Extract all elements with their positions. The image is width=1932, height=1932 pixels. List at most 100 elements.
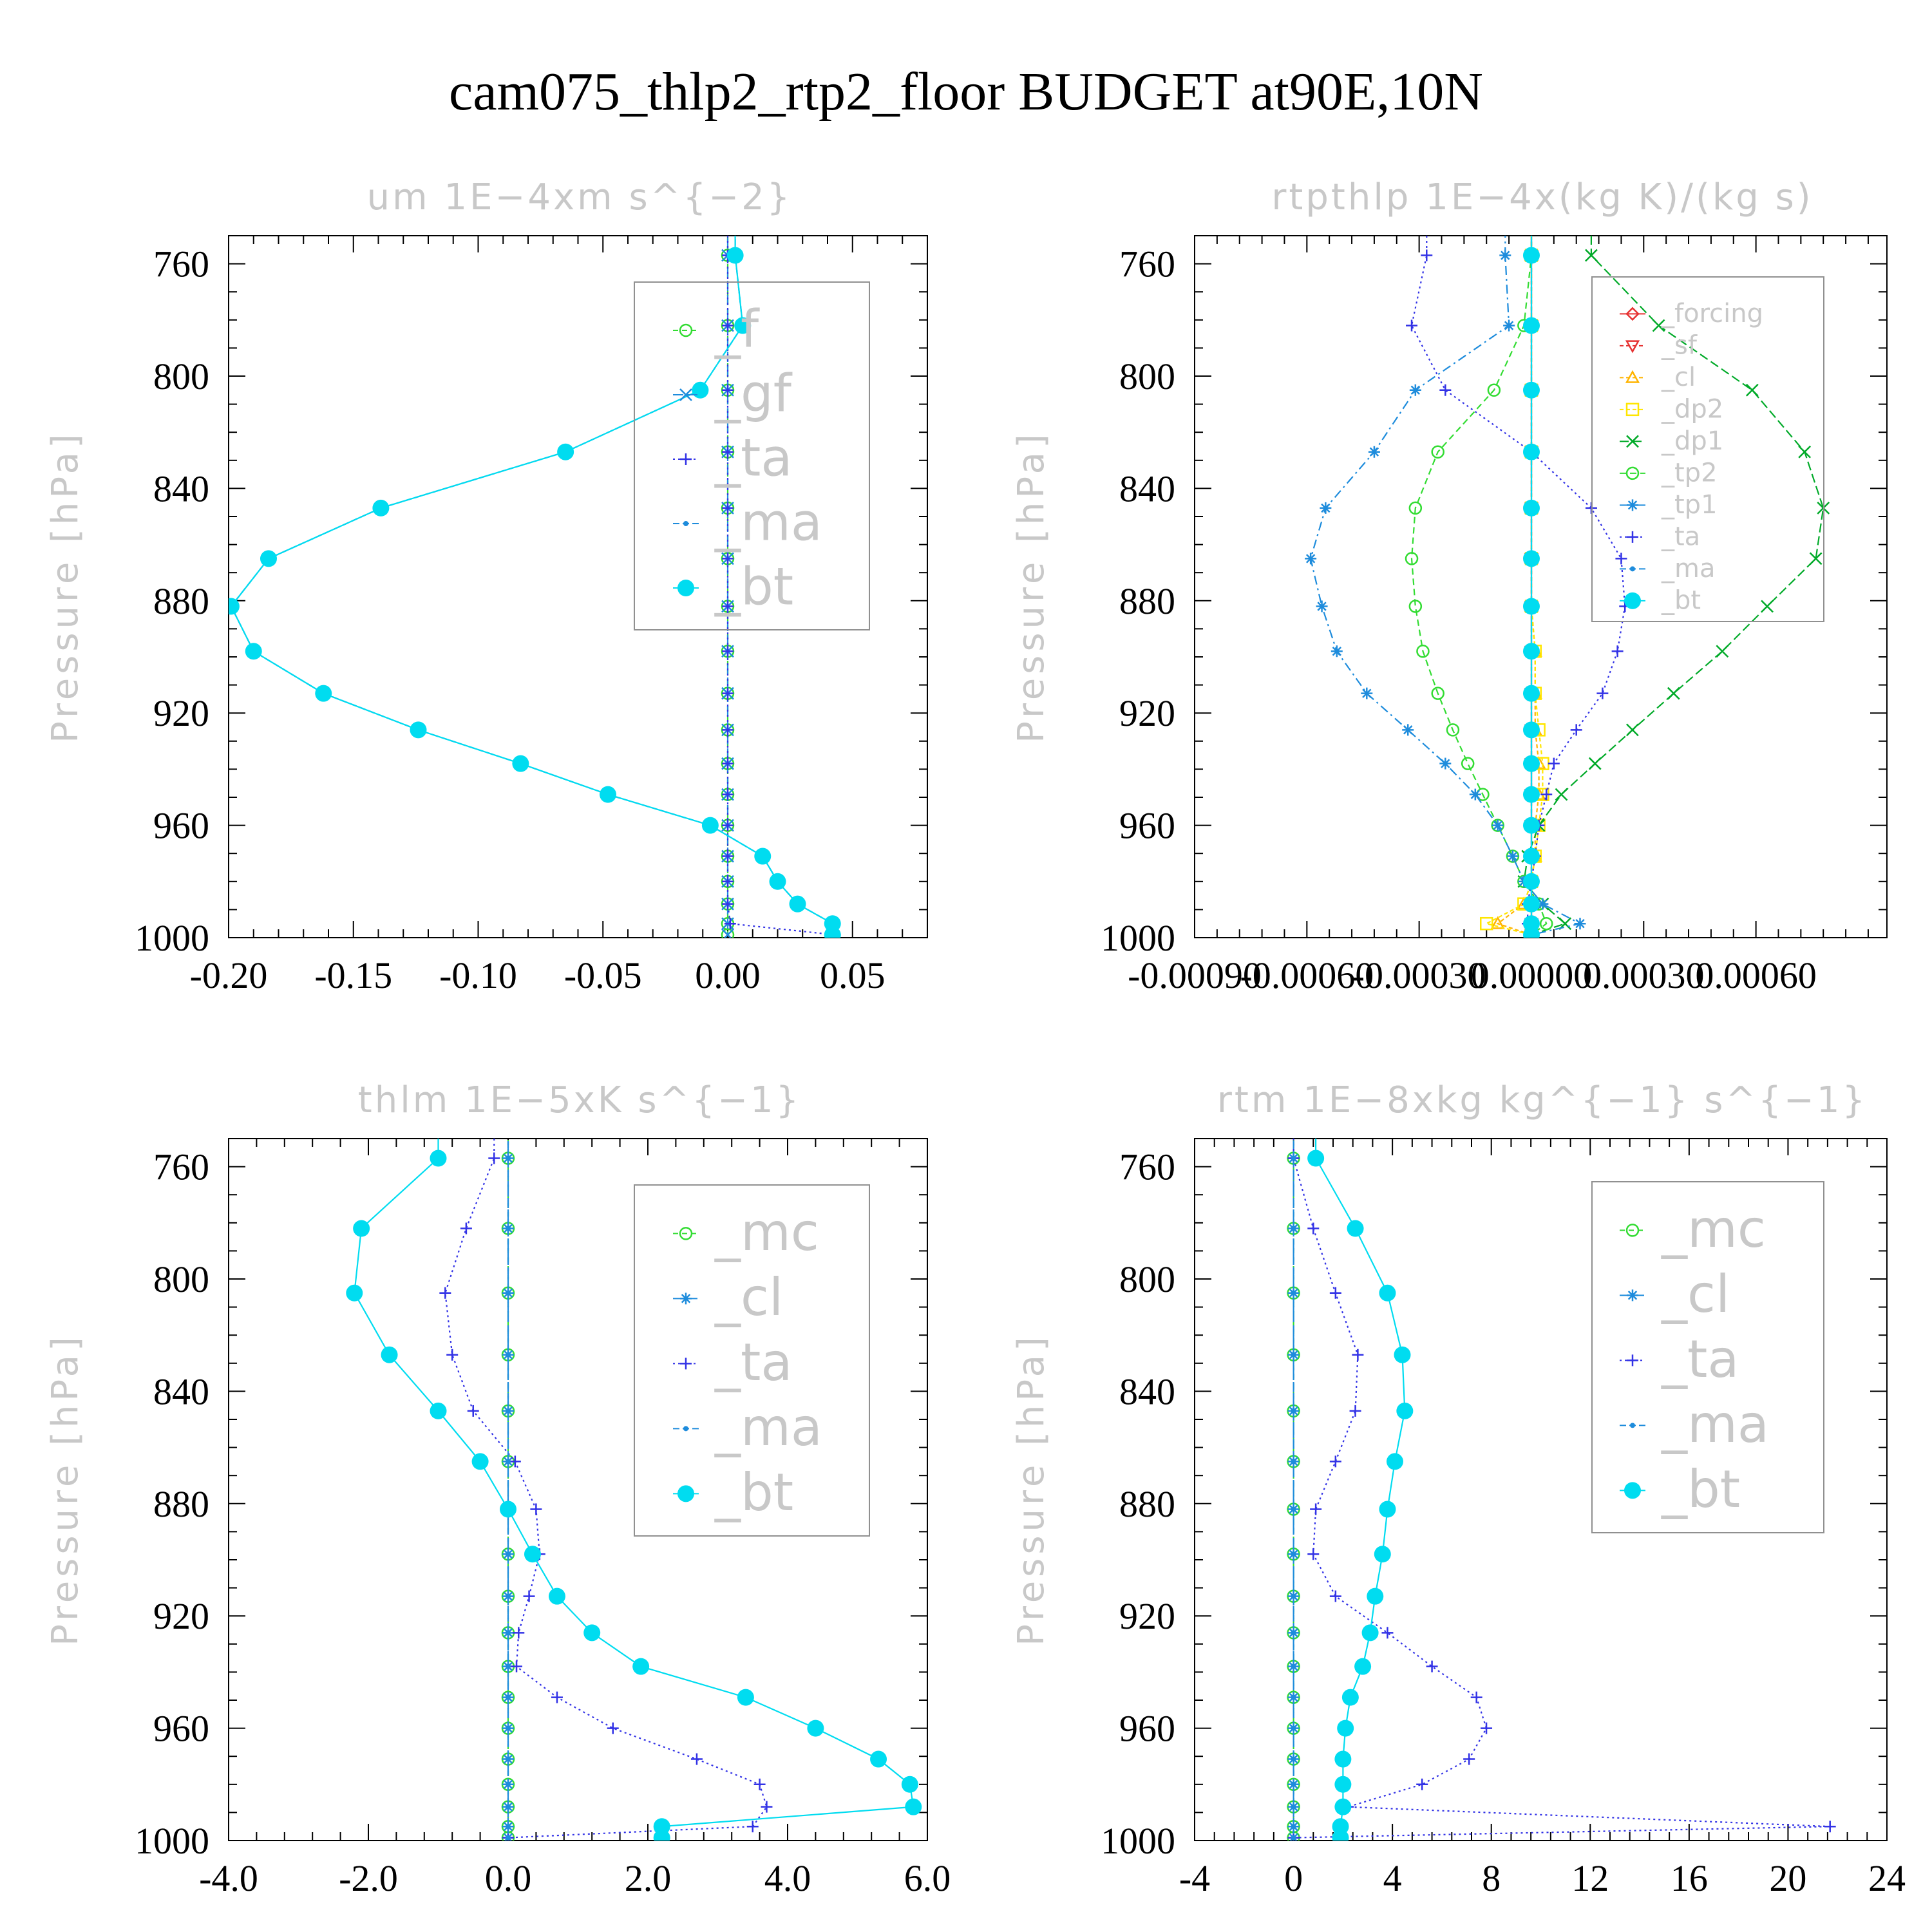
data-point	[1522, 895, 1540, 913]
data-point	[1396, 1402, 1414, 1419]
x-tick-label: -0.10	[439, 954, 517, 996]
data-point	[722, 724, 734, 736]
y-tick-label: 800	[153, 355, 209, 397]
y-tick-label: 1000	[1101, 917, 1175, 959]
legend-marker	[1627, 1354, 1638, 1367]
legend-marker	[683, 1426, 688, 1432]
data-point	[1490, 916, 1505, 929]
chart-panel-2: rtpthlp 1E−4x(kg K)/(kg s) Pressure [hPa]…	[1010, 176, 1888, 996]
data-point	[1379, 1284, 1396, 1302]
y-tick-label: 960	[153, 805, 209, 847]
legend-label: _ma	[714, 1397, 822, 1457]
data-point	[245, 643, 262, 660]
legend: _mc_cl_ta_ma_bt	[1591, 1181, 1824, 1533]
legend-marker	[1625, 466, 1640, 480]
data-point	[506, 1694, 511, 1700]
data-point	[1408, 501, 1423, 515]
y-tick-label: 920	[1119, 692, 1175, 734]
data-point	[1574, 918, 1586, 930]
panel-title: thlm 1E−5xK s^{−1}	[358, 1079, 802, 1121]
data-point	[506, 1551, 511, 1557]
y-axis-label: Pressure [hPa]	[1010, 430, 1052, 743]
y-tick-label: 1000	[1101, 1820, 1175, 1862]
data-point	[511, 1660, 523, 1672]
chart-panel-3: thlm 1E−5xK s^{−1} Pressure [hPa] 760 800 84…	[44, 1079, 951, 1899]
figure-title: cam075_thlp2_rtp2_floor BUDGET at90E,10N	[449, 62, 1483, 122]
legend-label: _bt	[714, 557, 793, 617]
data-point	[1379, 1501, 1396, 1518]
legend-label: _mc	[714, 1202, 819, 1262]
data-point	[1408, 600, 1423, 613]
x-tick-label: -0.20	[190, 954, 268, 996]
y-tick-label: 800	[1119, 1258, 1175, 1300]
data-point	[1522, 317, 1540, 334]
data-point	[530, 1503, 542, 1515]
legend: _f_gf_ta_ma_bt	[634, 281, 870, 630]
data-point	[1337, 1719, 1354, 1737]
data-point	[1291, 1630, 1296, 1636]
data-point	[1431, 687, 1444, 700]
data-point	[506, 1756, 511, 1762]
legend-label: _dp2	[1661, 395, 1723, 424]
data-point	[1824, 1821, 1836, 1833]
data-point	[506, 1408, 511, 1414]
data-point	[722, 553, 734, 565]
data-point	[471, 1453, 489, 1470]
legend-label: _ma	[1661, 1394, 1769, 1454]
data-point	[1409, 384, 1421, 396]
data-point	[467, 1405, 479, 1417]
panels: um 1E−4xm s^{−2}Pressure [hPa]7608008408…	[44, 176, 1906, 1899]
legend-label: _cl	[1661, 363, 1696, 392]
data-point	[1522, 643, 1540, 660]
data-point	[722, 645, 734, 658]
data-point	[583, 1624, 601, 1642]
data-point	[600, 786, 616, 803]
series-line	[1410, 236, 1626, 935]
data-point	[722, 850, 734, 862]
data-point	[1354, 1658, 1372, 1675]
data-point	[1506, 850, 1519, 862]
legend-marker	[677, 1485, 694, 1502]
data-point	[632, 1658, 650, 1675]
data-point	[1406, 319, 1418, 332]
data-point	[1625, 723, 1639, 737]
data-point	[446, 1349, 459, 1361]
data-point	[1492, 819, 1504, 831]
data-point	[1291, 1663, 1296, 1669]
legend-marker	[1625, 370, 1640, 383]
series-ma	[1291, 1139, 1296, 1841]
legend-label: _ma	[1661, 554, 1715, 583]
data-point	[1291, 1352, 1296, 1358]
data-point	[1487, 383, 1501, 397]
legend-box	[634, 281, 870, 630]
legend-box	[1591, 1181, 1824, 1533]
x-tick-label: -4	[1179, 1857, 1210, 1899]
x-tick-label: 0.05	[820, 954, 886, 996]
data-point	[506, 1725, 511, 1731]
x-tick-label: 0.00000	[1471, 954, 1593, 996]
data-point	[1320, 502, 1332, 514]
data-point	[506, 1593, 511, 1599]
x-tick-label: 0.00030	[1583, 954, 1705, 996]
data-point	[1329, 1590, 1341, 1602]
data-point	[1611, 645, 1624, 658]
data-point	[381, 1346, 398, 1363]
chart-panel-1: um 1E−4xm s^{−2} Pressure [hPa] 760 800 840 8…	[44, 176, 928, 996]
data-point	[722, 875, 734, 887]
data-point	[1291, 1551, 1296, 1557]
plot-area	[1287, 1139, 1836, 1841]
legend-marker	[1627, 1289, 1638, 1302]
legend-label: _ma	[714, 493, 822, 553]
legend-label: _mc	[1661, 1199, 1766, 1259]
data-point	[523, 1590, 535, 1602]
data-point	[1291, 1756, 1296, 1762]
data-point	[1431, 445, 1444, 459]
data-point	[1809, 552, 1823, 565]
data-point	[524, 1546, 541, 1563]
legend-marker	[683, 521, 688, 526]
data-point	[1307, 1548, 1320, 1560]
y-tick-label: 920	[1119, 1595, 1175, 1637]
y-tick-label: 880	[153, 580, 209, 622]
data-point	[1652, 319, 1665, 332]
data-point	[905, 1798, 922, 1815]
